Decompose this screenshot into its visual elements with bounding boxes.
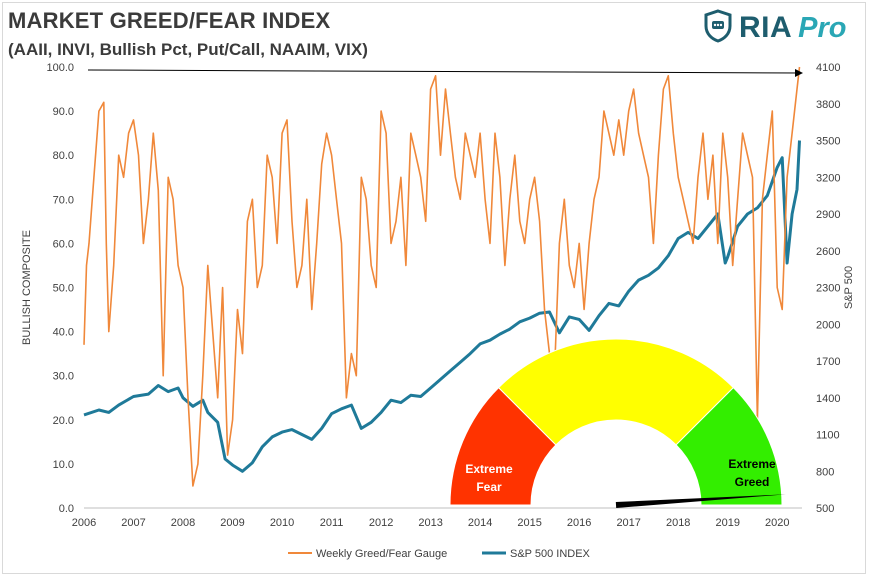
- x-tick-label: 2020: [765, 517, 789, 529]
- x-tick-label: 2010: [270, 517, 294, 529]
- y2-tick-label: 1700: [816, 356, 840, 368]
- series-line-gauge: [83, 66, 801, 487]
- y-tick-label: 100.0: [46, 62, 74, 74]
- gauge-label-fear-line1: Extreme: [465, 462, 513, 476]
- gauge-zone-extreme-greed: [675, 386, 783, 506]
- y2-tick-label: 3800: [816, 99, 840, 111]
- brand-logo: RIA Pro: [703, 8, 847, 48]
- x-tick-label: 2008: [171, 517, 195, 529]
- gauge-needle: [615, 494, 786, 508]
- y2-tick-label: 4100: [816, 62, 840, 74]
- y-axis-title: BULLISH COMPOSITE: [21, 230, 33, 345]
- y-tick-label: 30.0: [53, 371, 74, 383]
- y2-tick-label: 800: [816, 466, 834, 478]
- x-tick-label: 2019: [715, 517, 739, 529]
- legend-label-spx: S&P 500 INDEX: [510, 548, 591, 560]
- chart-subtitle: (AAII, INVI, Bullish Pct, Put/Call, NAAI…: [8, 40, 368, 59]
- brand-suffix: Pro: [798, 11, 847, 44]
- series-line-spx: [83, 140, 801, 473]
- chart-title: MARKET GREED/FEAR INDEX: [8, 8, 331, 33]
- x-tick-label: 2015: [517, 517, 541, 529]
- shield-chat-icon: [703, 8, 733, 48]
- y2-tick-label: 2300: [816, 283, 840, 295]
- y-tick-label: 60.0: [53, 238, 74, 250]
- x-tick-label: 2012: [369, 517, 393, 529]
- y2-tick-label: 3500: [816, 136, 840, 148]
- y-tick-label: 70.0: [53, 194, 74, 206]
- x-tick-label: 2018: [666, 517, 690, 529]
- x-tick-label: 2014: [468, 517, 492, 529]
- y2-tick-label: 2600: [816, 246, 840, 258]
- x-tick-label: 2007: [121, 517, 145, 529]
- y-tick-label: 10.0: [53, 459, 74, 471]
- x-tick-label: 2006: [72, 517, 96, 529]
- y2-tick-label: 3200: [816, 172, 840, 184]
- x-tick-label: 2013: [418, 517, 442, 529]
- x-tick-label: 2017: [616, 517, 640, 529]
- y-tick-label: 50.0: [53, 283, 74, 295]
- y2-tick-label: 1400: [816, 393, 840, 405]
- legend-label-gauge: Weekly Greed/Fear Gauge: [316, 548, 447, 560]
- y-tick-label: 40.0: [53, 327, 74, 339]
- y2-tick-label: 2000: [816, 319, 840, 331]
- y2-tick-label: 1100: [816, 430, 840, 442]
- y2-axis-title: S&P 500: [843, 266, 855, 309]
- gauge-label-fear-line2: Fear: [476, 480, 502, 494]
- brand-name: RIA: [739, 11, 793, 44]
- y-tick-label: 90.0: [53, 106, 74, 118]
- y2-tick-label: 500: [816, 503, 834, 515]
- x-tick-label: 2009: [220, 517, 244, 529]
- gauge-zone-neutral: [497, 338, 735, 446]
- reference-arrow: [87, 68, 803, 77]
- gauge-label-greed-line1: Extreme: [728, 457, 776, 471]
- x-tick-label: 2011: [320, 517, 344, 529]
- y2-tick-label: 2900: [816, 209, 840, 221]
- y-tick-label: 20.0: [53, 415, 74, 427]
- x-tick-label: 2016: [567, 517, 591, 529]
- y-tick-label: 0.0: [59, 503, 74, 515]
- gauge-label-greed-line2: Greed: [735, 475, 770, 489]
- y-tick-label: 80.0: [53, 150, 74, 162]
